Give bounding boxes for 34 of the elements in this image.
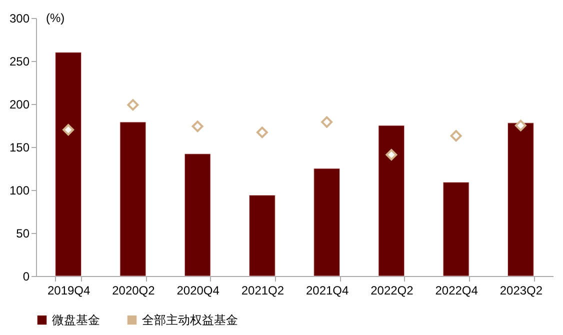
- point: [192, 120, 204, 132]
- x-tick-label: 2021Q4: [306, 284, 349, 298]
- bar: [508, 122, 534, 276]
- point: [127, 99, 139, 111]
- bar: [55, 52, 82, 276]
- x-tick-label: 2019Q4: [47, 284, 90, 298]
- bar: [249, 194, 276, 276]
- bar: [120, 122, 146, 276]
- bar: [442, 182, 470, 276]
- x-tick-label: 2022Q2: [370, 284, 414, 298]
- y-tick-label: 0: [22, 270, 30, 284]
- y-tick-label: 50: [16, 226, 30, 240]
- legend-label: 微盘基金: [52, 313, 100, 328]
- y-tick-label: 150: [9, 140, 30, 154]
- y-tick-label: 200: [9, 98, 30, 112]
- x-tick-label: 2020Q4: [176, 284, 220, 298]
- y-tick-label: 250: [9, 54, 30, 68]
- bar: [184, 154, 211, 276]
- bar: [378, 125, 405, 276]
- x-tick-label: 2021Q2: [241, 284, 284, 298]
- bar: [314, 168, 340, 276]
- x-tick-label: 2020Q2: [112, 284, 156, 298]
- point: [386, 148, 398, 160]
- legend-label: 全部主动权益基金: [142, 313, 238, 328]
- y-tick-label: 100: [9, 184, 30, 198]
- point: [321, 116, 333, 128]
- y-axis-title: (%): [46, 11, 65, 25]
- point: [450, 130, 462, 142]
- x-tick-label: 2023Q2: [500, 284, 543, 298]
- x-tick-label: 2022Q4: [435, 284, 478, 298]
- point: [62, 124, 74, 136]
- point: [514, 120, 526, 132]
- y-tick-label: 300: [9, 12, 30, 26]
- point: [256, 126, 268, 138]
